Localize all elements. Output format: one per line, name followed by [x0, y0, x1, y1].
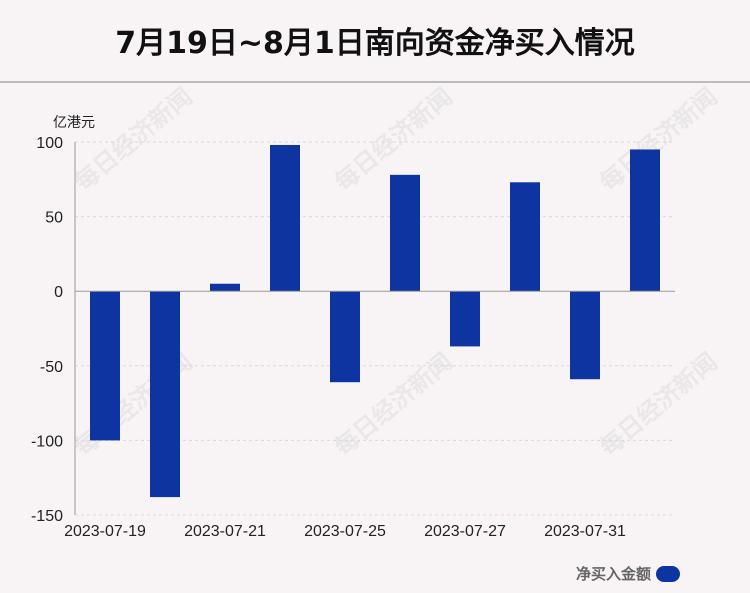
bar: [90, 291, 120, 441]
y-tick-label: -50: [40, 359, 63, 376]
y-tick-label: -100: [31, 433, 63, 450]
y-axis-unit: 亿港元: [53, 114, 95, 130]
y-tick-label: -150: [31, 508, 63, 525]
x-tick-label: 2023-07-21: [184, 523, 266, 540]
chart-title: 7月19日~8月1日南向资金净买入情况: [115, 26, 635, 61]
y-tick-label: 50: [45, 210, 63, 227]
bar: [450, 291, 480, 347]
bar: [570, 291, 600, 380]
bar: [330, 291, 360, 383]
y-tick-label: 100: [36, 135, 63, 152]
bar: [390, 174, 420, 292]
bar: [270, 144, 300, 292]
title-bar: 7月19日~8月1日南向资金净买入情况: [0, 0, 750, 80]
title-divider: [0, 81, 750, 83]
x-tick-label: 2023-07-27: [424, 523, 506, 540]
legend-swatch: [656, 565, 681, 582]
y-tick-label: 0: [54, 284, 63, 301]
bar: [210, 283, 240, 292]
legend-label: 净买入金额: [576, 565, 652, 583]
x-tick-label: 2023-07-31: [544, 523, 626, 540]
x-tick-label: 2023-07-19: [64, 523, 146, 540]
x-tick-label: 2023-07-25: [304, 523, 386, 540]
legend: 净买入金额: [576, 563, 681, 584]
bar: [630, 149, 660, 292]
bar: [510, 182, 540, 292]
bar: [150, 291, 180, 498]
